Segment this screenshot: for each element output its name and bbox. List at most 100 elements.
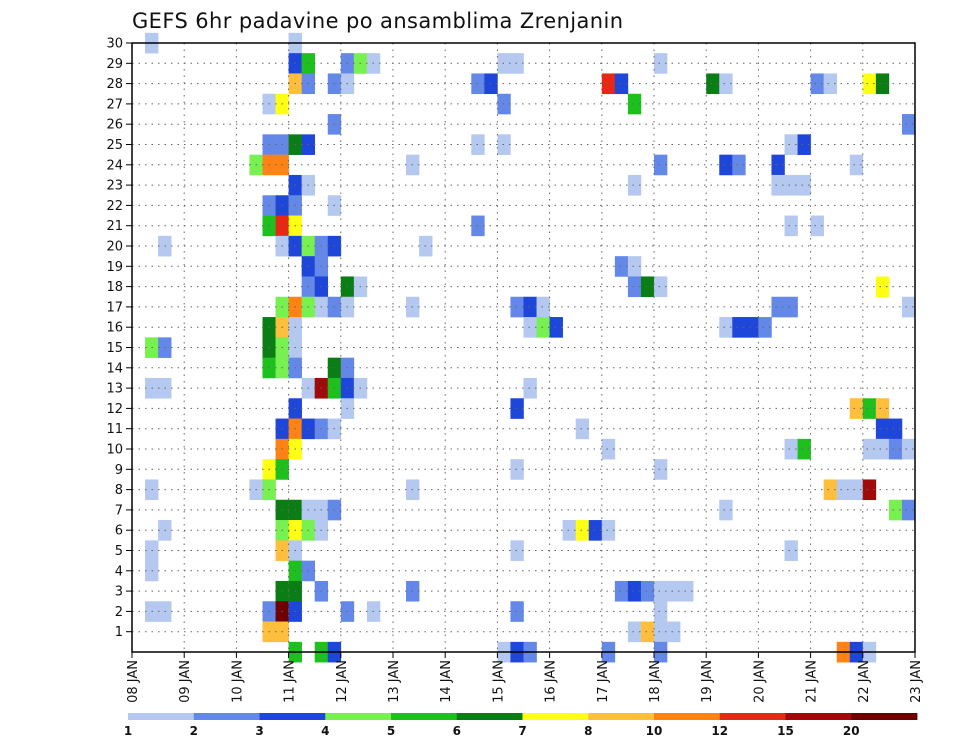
heatmap-cell [640,580,655,602]
x-tick-label: 09 JAN [178,660,193,703]
heatmap-cell [549,317,563,338]
y-tick-label: 19 [106,260,123,275]
heatmap-cell [667,621,681,643]
heatmap-cell [627,174,642,196]
heatmap-cell [797,134,811,155]
y-axis-ticks: 1234567891011121314151617181920212223242… [106,37,132,640]
heatmap-cell [836,479,851,501]
heatmap-cell [654,601,668,622]
y-tick-label: 2 [115,605,123,620]
heatmap-cell [510,398,524,419]
colorbar-label: 4 [321,724,329,738]
x-tick-label: 12 JAN [335,660,350,703]
heatmap-cell [627,93,642,115]
heatmap-cell [901,296,916,318]
colorbar-swatch [391,713,458,720]
y-tick-label: 27 [106,97,123,112]
heatmap-cell [797,438,811,460]
heatmap-cell [510,459,524,480]
colorbar-label: 3 [255,724,263,738]
colorbar-label: 20 [843,724,860,738]
y-tick-label: 12 [106,402,123,417]
y-tick-label: 8 [115,483,123,498]
heatmap-cell [523,296,537,318]
heatmap-cell [719,499,733,521]
colorbar-swatch [522,713,589,720]
heatmap-cell [875,73,890,95]
x-tick-label: 20 JAN [752,660,767,703]
heatmap-cell [575,418,590,440]
grid-lines [131,42,916,652]
heatmap-cell [627,276,642,298]
heatmap-cell [719,317,733,338]
colorbar-swatch [785,713,852,720]
heatmap-cell [758,317,772,338]
x-tick-label: 23 JAN [909,660,924,703]
heatmap-cell [654,53,668,74]
heatmap-cell [510,296,524,318]
colorbar-swatch [325,713,392,720]
heatmap-cell [640,621,655,643]
heatmap-cell [601,73,616,95]
heatmap-cell [627,621,642,643]
colorbar-label: 2 [190,724,198,738]
heatmap-cell [862,479,877,501]
heatmap-cell [601,520,616,541]
x-tick-label: 19 JAN [700,660,715,703]
heatmap-cell [654,459,668,480]
y-tick-label: 25 [106,138,123,153]
x-tick-label: 18 JAN [648,660,663,703]
heatmap-cell [771,154,785,176]
colorbar-swatch [719,713,786,720]
heatmap-cell [784,438,798,460]
y-tick-label: 18 [106,280,123,295]
y-tick-label: 9 [115,463,123,478]
y-tick-label: 21 [106,219,123,234]
x-tick-label: 21 JAN [805,660,820,703]
heatmap-cell [784,134,798,155]
y-tick-label: 15 [106,341,123,356]
heatmap-cell [497,93,511,115]
x-tick-label: 10 JAN [230,660,245,703]
y-tick-label: 5 [115,544,123,559]
heatmap-cell [614,73,629,95]
y-tick-label: 13 [106,382,123,397]
heatmap-cell [888,499,903,521]
x-tick-label: 16 JAN [544,660,559,703]
x-tick-label: 14 JAN [439,660,454,703]
colorbar-label: 10 [646,724,663,738]
heatmap-cell [654,580,668,602]
y-tick-label: 29 [106,57,123,72]
heatmap-cell [627,256,642,277]
y-tick-label: 14 [106,361,123,376]
heatmap-cell [875,438,890,460]
colorbar-label: 8 [584,724,592,738]
y-tick-label: 1 [115,625,123,640]
x-tick-label: 15 JAN [491,660,506,703]
heatmap-cell [797,174,811,196]
heatmap-cell [614,580,629,602]
y-tick-label: 3 [115,585,123,600]
colorbar-swatch [588,713,655,720]
heatmap-cell [849,154,864,176]
heatmap-cell [640,276,655,298]
colorbar-swatch [193,713,260,720]
heatmap-cell [654,276,668,298]
heatmap-cell [497,53,511,74]
heatmap-cell [562,520,576,541]
heatmap-cell [706,73,720,95]
heatmap-cell [875,418,890,440]
heatmap-cell [732,317,746,338]
y-tick-label: 6 [115,524,123,539]
heatmap-cell [901,438,916,460]
chart-title: GEFS 6hr padavine po ansamblima Zrenjani… [132,9,623,33]
x-axis-ticks: 08 JAN 09 JAN 10 JAN 11 JAN 12 JAN 13 JAN 14 J… [126,652,924,703]
heatmap-cell [484,73,498,95]
heatmap-cell [771,174,785,196]
heatmap-cell [627,580,642,602]
heatmap-cell [862,73,877,95]
heatmap-cell [523,377,537,399]
heatmap-cell [654,621,668,643]
colorbar-label: 1 [124,724,132,738]
